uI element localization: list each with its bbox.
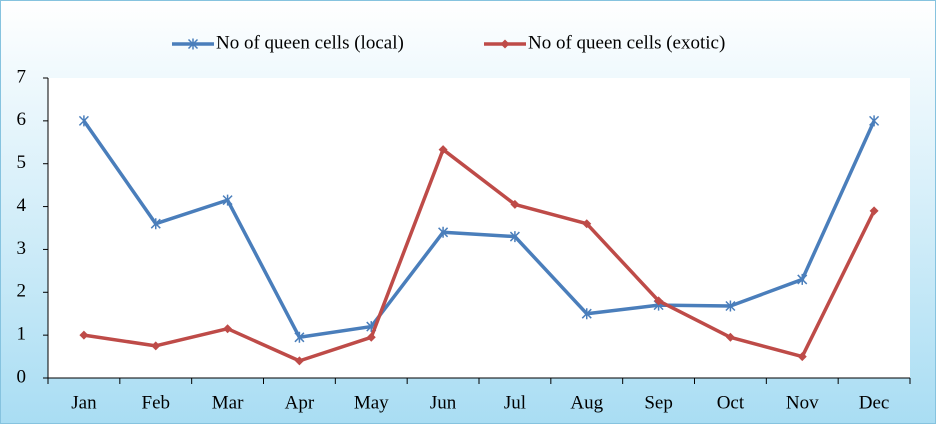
x-tick-label: Jan	[71, 392, 97, 413]
data-point	[78, 115, 89, 127]
data-point	[797, 273, 808, 285]
y-tick-label: 0	[17, 366, 27, 387]
series-line	[83, 147, 876, 363]
data-point	[150, 218, 161, 230]
data-point	[725, 332, 735, 342]
data-point	[797, 352, 807, 362]
x-tick-label: Sep	[644, 392, 673, 413]
y-tick-label: 2	[17, 281, 27, 302]
data-point	[581, 308, 592, 320]
y-tick-label: 6	[17, 109, 27, 130]
data-point	[294, 331, 305, 343]
data-point	[654, 296, 664, 306]
x-tick-label: Jul	[504, 392, 526, 413]
y-tick-label: 1	[17, 324, 27, 345]
series-line	[82, 119, 876, 340]
data-point	[438, 145, 448, 155]
legend-marker	[500, 39, 510, 49]
y-tick-label: 4	[17, 195, 27, 216]
data-point	[509, 231, 520, 243]
data-point	[725, 300, 736, 312]
legend-label: No of queen cells (exotic)	[528, 32, 725, 53]
x-tick-label: Apr	[285, 392, 315, 413]
x-tick-label: Mar	[212, 392, 244, 413]
legend-label: No of queen cells (local)	[216, 32, 404, 53]
plot-area	[48, 78, 910, 378]
data-point	[79, 330, 89, 340]
data-point	[222, 194, 233, 206]
data-point	[223, 324, 233, 334]
x-tick-label: Nov	[786, 392, 819, 413]
data-point	[582, 219, 592, 229]
y-tick-label: 5	[17, 152, 27, 173]
data-point	[869, 206, 879, 216]
x-tick-label: Dec	[859, 392, 890, 413]
y-tick-label: 3	[17, 238, 27, 259]
data-point	[294, 356, 304, 366]
x-tick-label: Feb	[142, 392, 171, 413]
data-point	[366, 332, 376, 342]
y-tick-label: 7	[17, 66, 27, 87]
x-tick-label: Aug	[570, 392, 603, 413]
data-point	[438, 226, 449, 238]
x-tick-label: May	[354, 392, 389, 413]
data-point	[869, 115, 880, 127]
data-point	[510, 199, 520, 209]
data-point	[151, 341, 161, 351]
legend-marker	[187, 38, 199, 50]
x-tick-label: Oct	[717, 392, 745, 413]
x-tick-label: Jun	[430, 392, 457, 413]
